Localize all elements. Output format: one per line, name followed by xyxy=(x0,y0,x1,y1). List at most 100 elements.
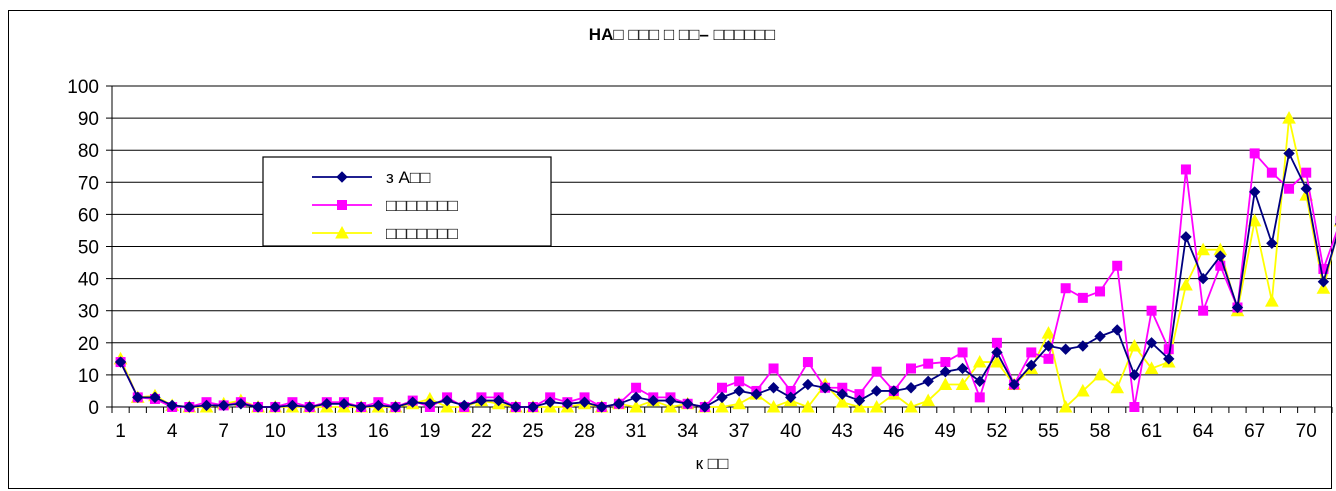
x-tick-label: 1 xyxy=(115,421,126,442)
data-point-triangle xyxy=(1265,294,1279,307)
data-point-diamond xyxy=(664,394,677,407)
data-point-diamond xyxy=(870,385,883,397)
data-point-diamond xyxy=(389,401,402,413)
data-point-diamond xyxy=(336,171,348,183)
data-point-diamond xyxy=(1163,353,1175,365)
data-point-square xyxy=(717,382,727,393)
data-point-diamond xyxy=(905,382,917,394)
data-point-square xyxy=(1180,164,1191,175)
data-point-diamond xyxy=(1283,147,1295,160)
data-point-square xyxy=(631,382,642,393)
x-tick-label: 70 xyxy=(1296,421,1317,442)
data-point-diamond xyxy=(647,394,659,407)
y-tick-label: 80 xyxy=(78,141,99,162)
data-point-triangle xyxy=(1058,399,1073,413)
x-tick-label: 10 xyxy=(265,421,286,442)
data-point-diamond xyxy=(1317,276,1330,288)
data-point-diamond xyxy=(149,391,161,404)
y-tick-label: 100 xyxy=(67,77,99,98)
data-point-diamond xyxy=(286,399,299,412)
data-point-square xyxy=(1301,167,1312,178)
data-point-diamond xyxy=(1042,340,1055,352)
data-point-diamond xyxy=(1111,324,1123,336)
data-point-diamond xyxy=(716,391,728,404)
data-point-triangle xyxy=(335,225,349,239)
data-point-square xyxy=(734,376,745,387)
data-point-diamond xyxy=(321,398,333,410)
y-axis-ticks: 0 10 20 30 40 50 60 70 80 90 100 xyxy=(67,77,112,419)
y-tick-label: 0 xyxy=(88,398,99,419)
data-point-diamond xyxy=(200,399,213,412)
data-point-triangle xyxy=(1041,326,1056,339)
data-point-diamond xyxy=(424,398,436,410)
x-tick-label: 55 xyxy=(1038,421,1059,442)
data-point-diamond xyxy=(733,385,745,397)
data-point-triangle xyxy=(1247,213,1262,227)
data-point-square xyxy=(1112,260,1123,271)
legend-label: □□□□□□□ xyxy=(386,224,458,243)
data-point-diamond xyxy=(956,362,969,375)
data-point-triangle xyxy=(629,399,643,413)
data-point-diamond xyxy=(613,398,625,410)
data-point-diamond xyxy=(922,375,934,388)
data-point-diamond xyxy=(802,378,814,391)
data-point-square xyxy=(337,200,347,210)
data-point-diamond xyxy=(1094,330,1106,343)
data-point-diamond xyxy=(819,382,831,394)
data-point-triangle xyxy=(1316,281,1331,294)
legend-item: □□□□□□□ xyxy=(312,196,458,215)
data-point-triangle xyxy=(1127,338,1142,352)
data-point-diamond xyxy=(492,394,505,407)
data-point-triangle xyxy=(904,399,918,413)
data-point-diamond xyxy=(372,399,385,412)
data-point-diamond xyxy=(458,399,470,412)
data-point-diamond xyxy=(132,391,144,404)
data-point-diamond xyxy=(681,398,694,410)
data-point-diamond xyxy=(785,391,797,404)
data-point-triangle xyxy=(715,399,729,413)
data-point-square xyxy=(1146,305,1157,316)
data-point-diamond xyxy=(991,346,1003,359)
data-point-triangle xyxy=(1196,242,1210,256)
data-point-diamond xyxy=(1197,272,1209,285)
data-point-diamond xyxy=(1008,378,1020,391)
data-point-diamond xyxy=(888,385,900,397)
data-point-triangle xyxy=(835,395,850,408)
legend-label: з А□□ xyxy=(386,168,430,187)
data-point-square xyxy=(974,392,985,403)
x-axis-label: к □□ xyxy=(696,454,729,473)
data-point-triangle xyxy=(1076,383,1090,397)
x-tick-label: 31 xyxy=(626,421,647,442)
y-tick-label: 30 xyxy=(78,302,99,323)
data-point-square xyxy=(768,363,779,374)
data-point-square xyxy=(1095,286,1106,297)
data-point-triangle xyxy=(921,393,936,407)
data-point-diamond xyxy=(1180,231,1192,243)
legend-box xyxy=(262,156,552,247)
x-tick-label: 16 xyxy=(368,421,389,442)
data-point-square xyxy=(1129,402,1140,412)
x-tick-label: 40 xyxy=(780,421,801,442)
data-point-square xyxy=(1249,148,1260,159)
data-point-diamond xyxy=(475,394,488,407)
data-point-diamond xyxy=(252,401,264,413)
x-tick-label: 4 xyxy=(167,421,178,442)
data-point-triangle xyxy=(852,399,867,413)
x-tick-label: 64 xyxy=(1193,421,1215,442)
x-tick-label: 46 xyxy=(883,421,904,442)
y-tick-label: 90 xyxy=(78,109,99,130)
series-group xyxy=(113,111,1336,413)
data-point-square xyxy=(991,337,1002,348)
data-point-diamond xyxy=(1266,237,1278,249)
data-point-triangle xyxy=(972,355,987,368)
data-point-diamond xyxy=(596,401,608,413)
data-point-square xyxy=(1026,347,1037,358)
data-point-diamond xyxy=(114,356,127,368)
data-point-triangle xyxy=(955,377,970,391)
x-tick-label: 34 xyxy=(677,421,699,442)
data-point-diamond xyxy=(699,401,711,413)
data-point-diamond xyxy=(1214,250,1227,262)
data-point-square xyxy=(1043,353,1054,364)
data-point-triangle xyxy=(1144,361,1159,374)
data-point-triangle xyxy=(440,399,454,413)
